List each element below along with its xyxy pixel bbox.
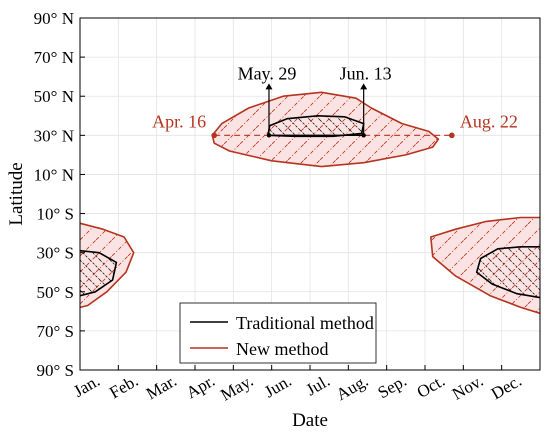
label-aug22: Aug. 22 [460,111,518,131]
x-axis-label: Date [292,410,328,431]
y-axis: 90° N 70° N 50° N 30° N 10° N 10° S 30° S 50° S… [34,9,85,380]
x-tick-label: Oct. [414,371,448,402]
y-tick-label: 10° N [34,165,74,184]
y-axis-label: Latitude [6,162,27,225]
traditional-region [475,246,540,299]
label-jun13: Jun. 13 [340,63,392,83]
x-tick-label: Dec. [488,371,525,403]
y-tick-label: 70° N [34,48,74,67]
arrowhead-may29 [265,83,273,90]
y-tick-label: 50° N [34,87,74,106]
x-tick-label: Mar. [143,371,180,403]
y-tick-label: 90° S [36,361,74,380]
annotation-layer: Apr. 16 Aug. 22 May. 29 Jun. 13 [152,63,518,139]
x-axis: Jan. Feb. Mar. Apr. May. Jun. Jul. Aug. Sep. Oct.… [70,365,525,405]
x-tick-label: Apr. [183,371,218,402]
y-tick-label: 70° S [36,322,74,341]
label-apr16: Apr. 16 [152,111,206,131]
y-tick-label: 30° N [34,126,74,145]
legend-label-traditional: Traditional method [236,313,374,333]
marker-aug22 [449,132,455,139]
x-tick-label: Aug. [333,371,372,404]
traditional-region [267,115,365,138]
x-tick-label: Jan. [70,371,103,401]
x-tick-label: May. [217,371,256,405]
y-tick-label: 10° S [36,205,74,224]
marker-apr16 [211,132,217,139]
legend-box [179,302,377,364]
x-tick-label: Nov. [449,371,487,404]
x-tick-label: Sep. [374,371,409,402]
y-tick-label: 30° S [36,244,74,263]
label-may29: May. 29 [238,63,297,83]
y-tick-label: 50° S [36,283,74,302]
x-tick-label: Jul. [303,371,333,400]
legend: Traditional method New method [179,302,377,364]
y-tick-label: 90° N [34,9,74,28]
x-tick-label: Jun. [261,371,295,401]
legend-label-new: New method [236,339,328,359]
arrowhead-jun13 [360,83,368,90]
x-tick-label: Feb. [106,371,141,402]
traditional-region [80,249,118,297]
